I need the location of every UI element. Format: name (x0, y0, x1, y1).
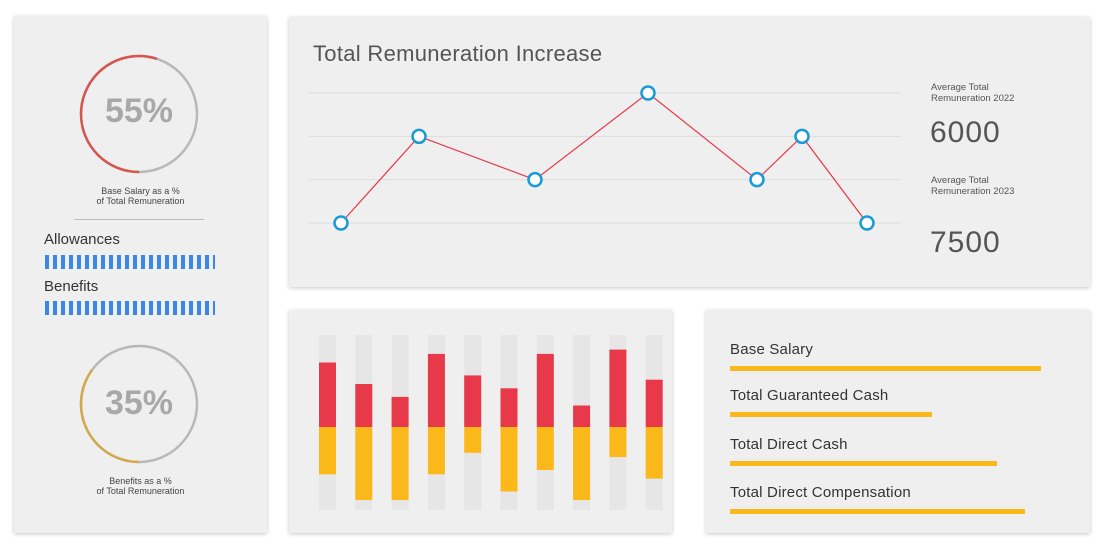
data-point (859, 215, 875, 231)
base-salary-caption-line1: Base Salary as a % (101, 186, 180, 196)
benefits-percent: 35% (104, 384, 174, 422)
data-point (527, 171, 543, 188)
base-salary-caption: Base Salary as a % of Total Remuneration (14, 186, 267, 206)
bar-positive (319, 362, 336, 427)
bar-negative (391, 427, 409, 501)
bar-positive (427, 353, 445, 427)
bar-positive (500, 388, 518, 427)
compensation-list-card: Base Salary Total Guaranteed Cash Total Di… (706, 310, 1090, 533)
summary-card: 55% Base Salary as a % of Total Remunera… (14, 16, 267, 533)
bar-positive (355, 384, 373, 427)
stat-2022-value: 6000 (930, 116, 1001, 149)
bar-positive (391, 396, 409, 427)
bar-positive (464, 375, 482, 427)
divider (74, 219, 204, 220)
list-item-label: Total Guaranteed Cash (730, 387, 889, 404)
base-salary-percent: 55% (104, 92, 174, 130)
stat-2022-label-line2: Remuneration 2022 (931, 93, 1015, 104)
bar-positive (645, 379, 663, 427)
list-item-bar (730, 366, 1041, 371)
list-item-label: Total Direct Cash (730, 436, 848, 453)
allowances-bar (45, 255, 215, 269)
bar-negative (500, 427, 518, 492)
list-item-bar (730, 461, 998, 466)
benefits-bar (45, 301, 215, 315)
benefits-caption-line2: of Total Remuneration (96, 486, 185, 496)
stat-2022-label-line1: Average Total (931, 82, 989, 93)
benefits-label: Benefits (44, 278, 99, 295)
bar-negative (427, 427, 445, 475)
stat-2023-label-line2: Remuneration 2023 (931, 186, 1015, 197)
bar-negative (464, 427, 482, 453)
data-point (640, 85, 656, 101)
stat-2022-label: Average Total Remuneration 2022 (931, 82, 1014, 104)
bar-positive (536, 353, 554, 427)
list-item-label: Total Direct Compensation (730, 484, 911, 501)
bar-negative (573, 427, 591, 501)
base-salary-caption-line2: of Total Remuneration (96, 196, 185, 206)
bar-negative (355, 427, 373, 501)
data-point (794, 128, 810, 145)
bar-negative (319, 427, 336, 475)
base-salary-ring (79, 54, 199, 174)
line-chart-card: Total Remuneration Increase Average Tota… (289, 17, 1090, 287)
list-item-label: Base Salary (730, 341, 814, 358)
data-point (749, 171, 765, 188)
bar-positive (573, 405, 591, 427)
series-line (340, 92, 868, 224)
chart-title: Total Remuneration Increase (313, 41, 603, 66)
bar-positive (609, 349, 627, 427)
list-item-bar (730, 509, 1026, 514)
benefits-caption: Benefits as a % of Total Remuneration (14, 476, 267, 496)
data-point (333, 215, 349, 231)
stat-2023-label: Average Total Remuneration 2023 (931, 175, 1014, 197)
line-chart (309, 85, 901, 231)
bar-negative (645, 427, 663, 479)
data-point (411, 128, 427, 145)
bar-negative (536, 427, 554, 470)
bar-negative (609, 427, 627, 458)
stat-2023-value: 7500 (930, 226, 1001, 259)
stat-2023-label-line1: Average Total (931, 175, 989, 186)
allowances-label: Allowances (44, 231, 120, 248)
bar-chart-card (289, 310, 672, 533)
bar-chart (319, 335, 663, 510)
benefits-ring (79, 344, 199, 464)
benefits-caption-line1: Benefits as a % (109, 476, 172, 486)
list-item-bar (730, 412, 933, 417)
